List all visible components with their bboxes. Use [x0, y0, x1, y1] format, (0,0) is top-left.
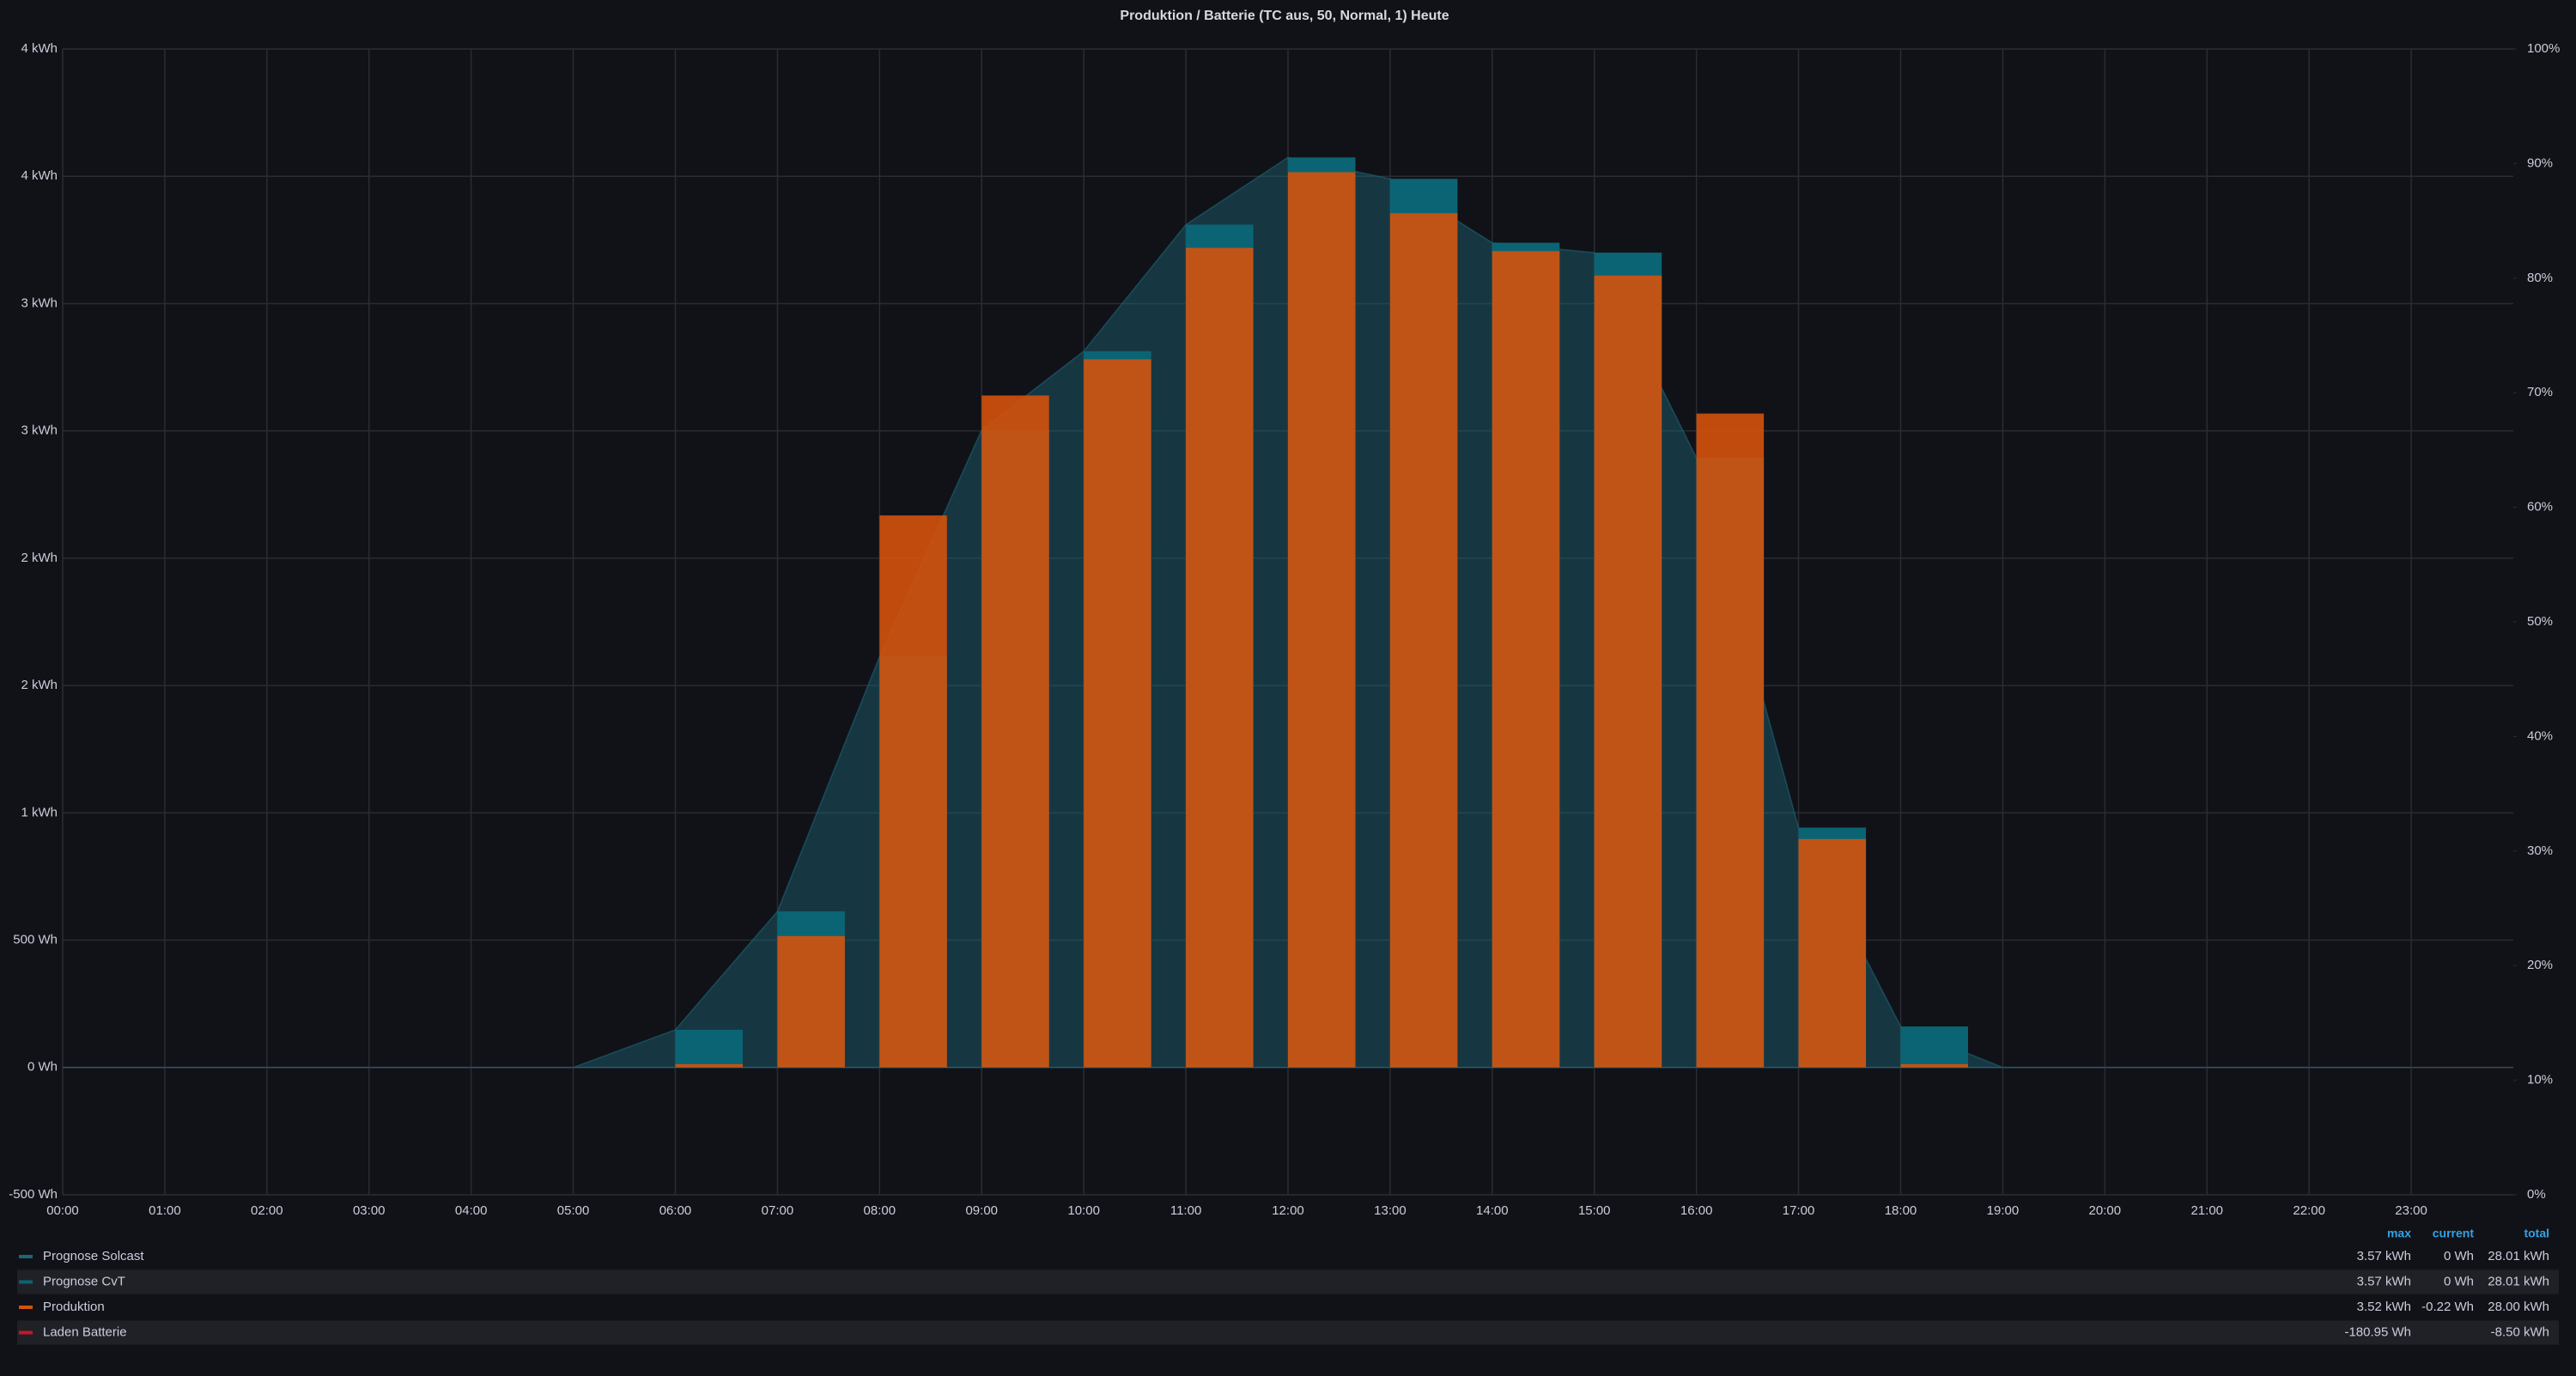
x-tick-label: 22:00	[2293, 1203, 2325, 1218]
x-tick-label: 09:00	[965, 1203, 998, 1218]
y-tick-label: 0 Wh	[27, 1060, 58, 1075]
legend-row	[17, 1320, 2559, 1345]
y-tick-label: 3 kWh	[21, 423, 58, 438]
bar	[1900, 1026, 1968, 1068]
legend-label[interactable]: Laden Batterie	[43, 1324, 127, 1339]
bar	[879, 515, 947, 1068]
legend-value: -0.22 Wh	[2421, 1300, 2474, 1314]
bar	[1389, 213, 1458, 1068]
y2-tick-label: 20%	[2527, 958, 2553, 972]
bar	[1900, 1063, 1968, 1068]
x-tick-label: 23:00	[2395, 1203, 2427, 1218]
x-tick-label: 10:00	[1067, 1203, 1100, 1218]
x-tick-label: 17:00	[1783, 1203, 1815, 1218]
y2-tick-label: 0%	[2527, 1187, 2546, 1202]
x-tick-label: 12:00	[1272, 1203, 1304, 1218]
x-tick-label: 11:00	[1170, 1203, 1201, 1218]
x-tick-label: 20:00	[2089, 1203, 2122, 1218]
x-tick-label: 01:00	[149, 1203, 181, 1218]
legend-value: 28.01 kWh	[2488, 1274, 2549, 1288]
bar	[981, 395, 1049, 1068]
legend-swatch	[19, 1255, 33, 1258]
bar	[675, 1029, 743, 1068]
y-tick-label: 2 kWh	[21, 551, 58, 565]
x-tick-label: 05:00	[557, 1203, 590, 1218]
bar	[1594, 275, 1662, 1068]
x-tick-label: 00:00	[46, 1203, 79, 1218]
y2-tick-label: 80%	[2527, 271, 2553, 285]
legend-row	[17, 1269, 2559, 1294]
x-tick-label: 06:00	[659, 1203, 692, 1218]
legend-value: 28.01 kWh	[2488, 1249, 2549, 1263]
bar	[1696, 413, 1765, 1068]
y-tick-label: -500 Wh	[9, 1187, 58, 1202]
bar	[1492, 251, 1560, 1068]
x-tick-label: 08:00	[864, 1203, 896, 1218]
bar	[777, 935, 845, 1068]
x-tick-label: 19:00	[1987, 1203, 2020, 1218]
legend-value: -180.95 Wh	[2344, 1324, 2411, 1339]
bar	[1084, 359, 1151, 1068]
x-tick-label: 18:00	[1885, 1203, 1917, 1218]
chart-title: Produktion / Batterie (TC aus, 50, Norma…	[1120, 9, 1449, 23]
legend-label[interactable]: Prognose Solcast	[43, 1249, 144, 1263]
x-tick-label: 04:00	[455, 1203, 488, 1218]
x-tick-label: 14:00	[1476, 1203, 1509, 1218]
x-tick-label: 07:00	[762, 1203, 794, 1218]
legend-header[interactable]: current	[2433, 1227, 2475, 1240]
y-tick-label: 3 kWh	[21, 295, 58, 310]
y-tick-label: 1 kWh	[21, 805, 58, 819]
legend-value: -8.50 kWh	[2491, 1324, 2549, 1339]
y-tick-label: 500 Wh	[13, 933, 58, 947]
y-tick-label: 4 kWh	[21, 168, 58, 183]
legend-value: 0 Wh	[2444, 1249, 2474, 1263]
legend-label[interactable]: Produktion	[43, 1300, 105, 1314]
legend-value: 0 Wh	[2444, 1274, 2474, 1288]
bar	[675, 1063, 743, 1068]
x-tick-label: 02:00	[251, 1203, 283, 1218]
legend-swatch	[19, 1280, 33, 1284]
y2-tick-label: 90%	[2527, 155, 2553, 170]
y2-tick-label: 50%	[2527, 614, 2553, 629]
legend-value: 3.57 kWh	[2357, 1274, 2411, 1288]
x-tick-label: 13:00	[1374, 1203, 1406, 1218]
legend-header[interactable]: total	[2524, 1227, 2549, 1240]
y2-tick-label: 100%	[2527, 41, 2560, 56]
bar	[1288, 172, 1356, 1068]
legend-swatch	[19, 1306, 33, 1309]
legend-header[interactable]: max	[2387, 1227, 2411, 1240]
legend-label[interactable]: Prognose CvT	[43, 1274, 125, 1288]
y2-tick-label: 10%	[2527, 1073, 2553, 1087]
bar	[1186, 247, 1254, 1068]
y-tick-label: 4 kWh	[21, 41, 58, 56]
legend-swatch	[19, 1330, 33, 1335]
y2-tick-label: 30%	[2527, 843, 2553, 858]
legend-value: 3.57 kWh	[2357, 1249, 2411, 1263]
x-tick-label: 15:00	[1578, 1203, 1611, 1218]
x-tick-label: 03:00	[353, 1203, 386, 1218]
legend-value: 28.00 kWh	[2488, 1300, 2549, 1314]
x-tick-label: 16:00	[1680, 1203, 1713, 1218]
y2-tick-label: 60%	[2527, 500, 2553, 514]
y2-tick-label: 70%	[2527, 385, 2553, 399]
y-tick-label: 2 kWh	[21, 678, 58, 692]
x-tick-label: 21:00	[2190, 1203, 2223, 1218]
y2-tick-label: 40%	[2527, 728, 2553, 743]
legend-value: 3.52 kWh	[2357, 1300, 2411, 1314]
bar	[1798, 838, 1867, 1068]
